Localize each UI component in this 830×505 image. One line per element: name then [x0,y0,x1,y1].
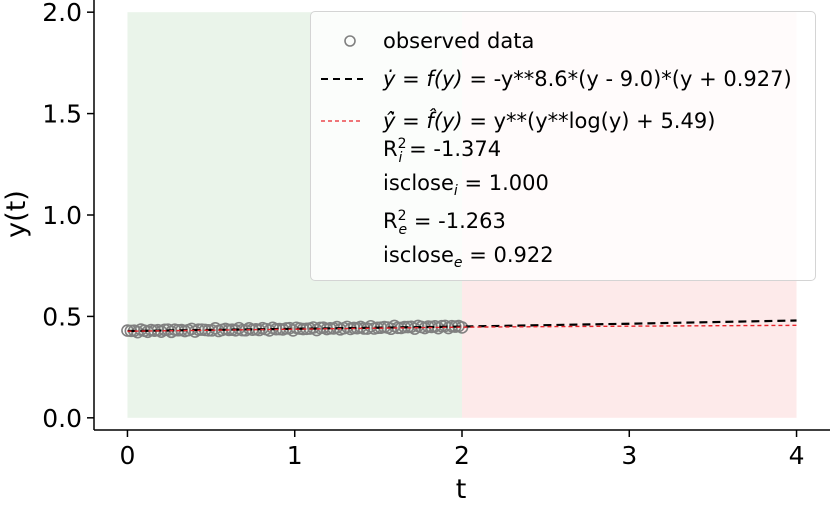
data-point [131,325,144,339]
fhat-symbol: f̂(y) [426,109,463,133]
y-tick-label: 2.0 [42,0,82,27]
x-tick-label: 1 [287,441,303,470]
x-axis-label: t [456,474,467,505]
legend-label-r2-i: R2i = -1.374 [383,136,502,166]
legend-label-fitted-model: ŷ̇ = f̂(y) = y**(y**log(y) + 5.49) [383,109,716,133]
f-symbol: f(y) [426,67,463,91]
data-point [408,322,421,335]
data-point [279,322,293,335]
y-axis-label: y(t) [1,190,32,238]
data-point [209,322,222,335]
legend-label-r2-e: R2e = -1.263 [383,208,506,238]
legend-label-isclose-e: isclosee = 0.922 [383,242,554,272]
y-tick-label: 1.5 [42,100,82,129]
y-tick-label: 0.5 [42,302,82,331]
observed-marker-icon [344,35,356,47]
data-point [185,322,198,336]
legend-label-true-model: ẏ = f(y) = -y**8.6*(y - 9.0)*(y + 0.927) [383,67,792,91]
ticks: 0 1 2 3 4 0.0 0.5 1.0 1.5 2.0 [42,0,804,470]
true-model-line [127,319,797,333]
y-tick-label: 0.0 [42,404,82,433]
y-tick-label: 1.0 [42,201,82,230]
fitted-model-expression: y**(y**log(y) + 5.49) [493,109,716,133]
data-point [307,321,320,334]
legend-label-isclose-i: isclosei = 1.000 [383,170,549,200]
legend: observed data ẏ = f(y) = -y**8.6*(y - 9.… [310,11,816,281]
r2-i-value: -1.374 [433,137,502,162]
x-tick-label: 0 [120,441,136,470]
legend-label-observed: observed data [383,29,535,53]
x-tick-label: 4 [789,441,805,470]
isclose-i-value: 1.000 [488,170,549,195]
dashed-black-line-icon [321,78,363,80]
x-tick-label: 2 [454,441,470,470]
dashed-red-line-icon [321,120,363,122]
isclose-e-value: 0.922 [493,242,554,267]
true-model-expression: -y**8.6*(y - 9.0)*(y + 0.927) [493,67,792,91]
ydot-symbol: ẏ [383,67,396,91]
yhatdot-symbol: ŷ̇ [383,109,396,133]
r2-e-value: -1.263 [438,209,506,234]
series-layer [121,319,797,339]
x-tick-label: 3 [621,441,637,470]
